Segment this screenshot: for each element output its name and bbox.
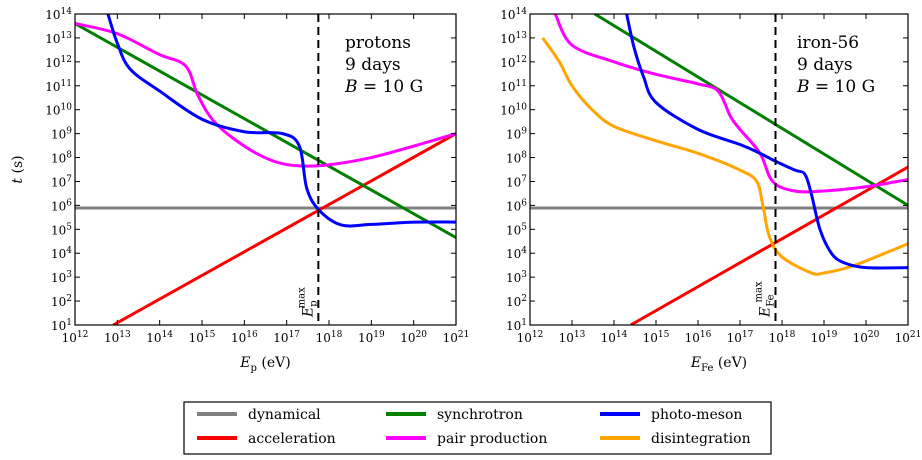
y-tick-label: 1012	[45, 55, 72, 70]
x-tick-label: 1020	[853, 330, 880, 345]
x-tick-label: 1014	[601, 330, 628, 345]
plot-area	[530, 14, 908, 325]
x-tick-label: 1019	[811, 330, 838, 345]
y-tick-label: 103	[51, 270, 72, 285]
x-tick-label: 1012	[517, 330, 544, 345]
pair-production-series-line	[75, 22, 456, 168]
right-panel: EFemax 1012 1013 1014 1015 1016 1017 1018 1019 10…	[500, 7, 921, 374]
annotation-line: protons	[345, 33, 411, 53]
left-panel: Epmax 1012 1013 1014 1015 1016 1017 1018 1019 102…	[10, 7, 469, 374]
emax-label: Epmax	[296, 287, 319, 318]
y-tick-label: 1010	[500, 103, 527, 118]
legend-label: pair production	[437, 431, 547, 447]
y-tick-label: 106	[51, 198, 72, 213]
plot-area	[75, 14, 456, 325]
x-tick-label: 1018	[769, 330, 796, 345]
y-tick-label: 1013	[500, 31, 527, 46]
y-tick-label: 1010	[45, 103, 72, 118]
y-tick-label: 1014	[500, 7, 527, 22]
legend-box	[183, 401, 772, 455]
y-tick-label: 101	[51, 318, 72, 333]
y-tick-label: 1012	[500, 55, 527, 70]
y-tick-label: 1014	[45, 7, 72, 22]
disintegration-series-line	[541, 37, 908, 276]
annotation-line: iron-56	[797, 33, 859, 53]
y-tick-label: 107	[51, 174, 72, 189]
x-tick-label: 1013	[104, 330, 131, 345]
synchrotron-series-line	[75, 22, 456, 239]
y-tick-label: 104	[506, 246, 527, 261]
acceleration-series-line	[112, 132, 456, 325]
x-tick-label: 1016	[685, 330, 712, 345]
x-tick-label: 1018	[316, 330, 343, 345]
annotation-line: B = 10 G	[344, 77, 423, 97]
x-tick-label: 1019	[358, 330, 385, 345]
legend-label: photo-meson	[651, 407, 742, 423]
y-tick-label: 109	[506, 127, 527, 142]
legend-label: disintegration	[651, 431, 751, 447]
emax-label: EFemax	[753, 281, 776, 318]
x-tick-label: 1016	[231, 330, 258, 345]
x-axis-label: EFe (eV)	[690, 355, 747, 374]
photo-meson-series-line	[625, 14, 908, 270]
y-tick-label: 101	[506, 318, 527, 333]
acceleration-series-line	[629, 165, 908, 325]
y-tick-label: 104	[51, 246, 72, 261]
x-axis-label: Ep (eV)	[239, 355, 290, 374]
axes-frame	[529, 13, 909, 326]
annotation-line: 9 days	[797, 55, 853, 75]
x-tick-label: 1021	[443, 330, 470, 345]
y-tick-label: 1011	[500, 79, 527, 94]
x-tick-label: 1020	[400, 330, 427, 345]
y-tick-label: 1013	[45, 31, 72, 46]
x-tick-label: 1015	[643, 330, 670, 345]
x-tick-label: 1012	[62, 330, 89, 345]
legend-label: synchrotron	[437, 407, 523, 423]
y-tick-label: 108	[506, 151, 527, 166]
synchrotron-series-line	[594, 14, 908, 207]
y-tick-label: 105	[51, 222, 72, 237]
x-tick-label: 1013	[559, 330, 586, 345]
y-tick-label: 108	[51, 151, 72, 166]
legend: dynamical synchrotron photo-meson accelerat…	[183, 401, 772, 455]
x-tick-label: 1014	[146, 330, 173, 345]
y-tick-label: 1011	[45, 79, 72, 94]
axes-frame	[74, 13, 457, 326]
x-tick-label: 1021	[895, 330, 922, 345]
y-tick-label: 106	[506, 198, 527, 213]
x-tick-label: 1017	[273, 330, 300, 345]
pair-production-series-line	[553, 14, 908, 194]
annotation-line: B = 10 G	[796, 77, 875, 97]
annotation-line: 9 days	[345, 55, 401, 75]
y-tick-label: 109	[51, 127, 72, 142]
y-tick-label: 105	[506, 222, 527, 237]
x-tick-label: 1017	[727, 330, 754, 345]
y-tick-label: 107	[506, 174, 527, 189]
legend-label: acceleration	[248, 431, 336, 447]
photo-meson-series-line	[106, 14, 456, 228]
y-tick-label: 102	[506, 294, 527, 309]
x-tick-label: 1015	[189, 330, 216, 345]
y-tick-label: 103	[506, 270, 527, 285]
y-axis-label: t (s)	[10, 155, 26, 183]
y-tick-label: 102	[51, 294, 72, 309]
legend-label: dynamical	[248, 407, 321, 423]
